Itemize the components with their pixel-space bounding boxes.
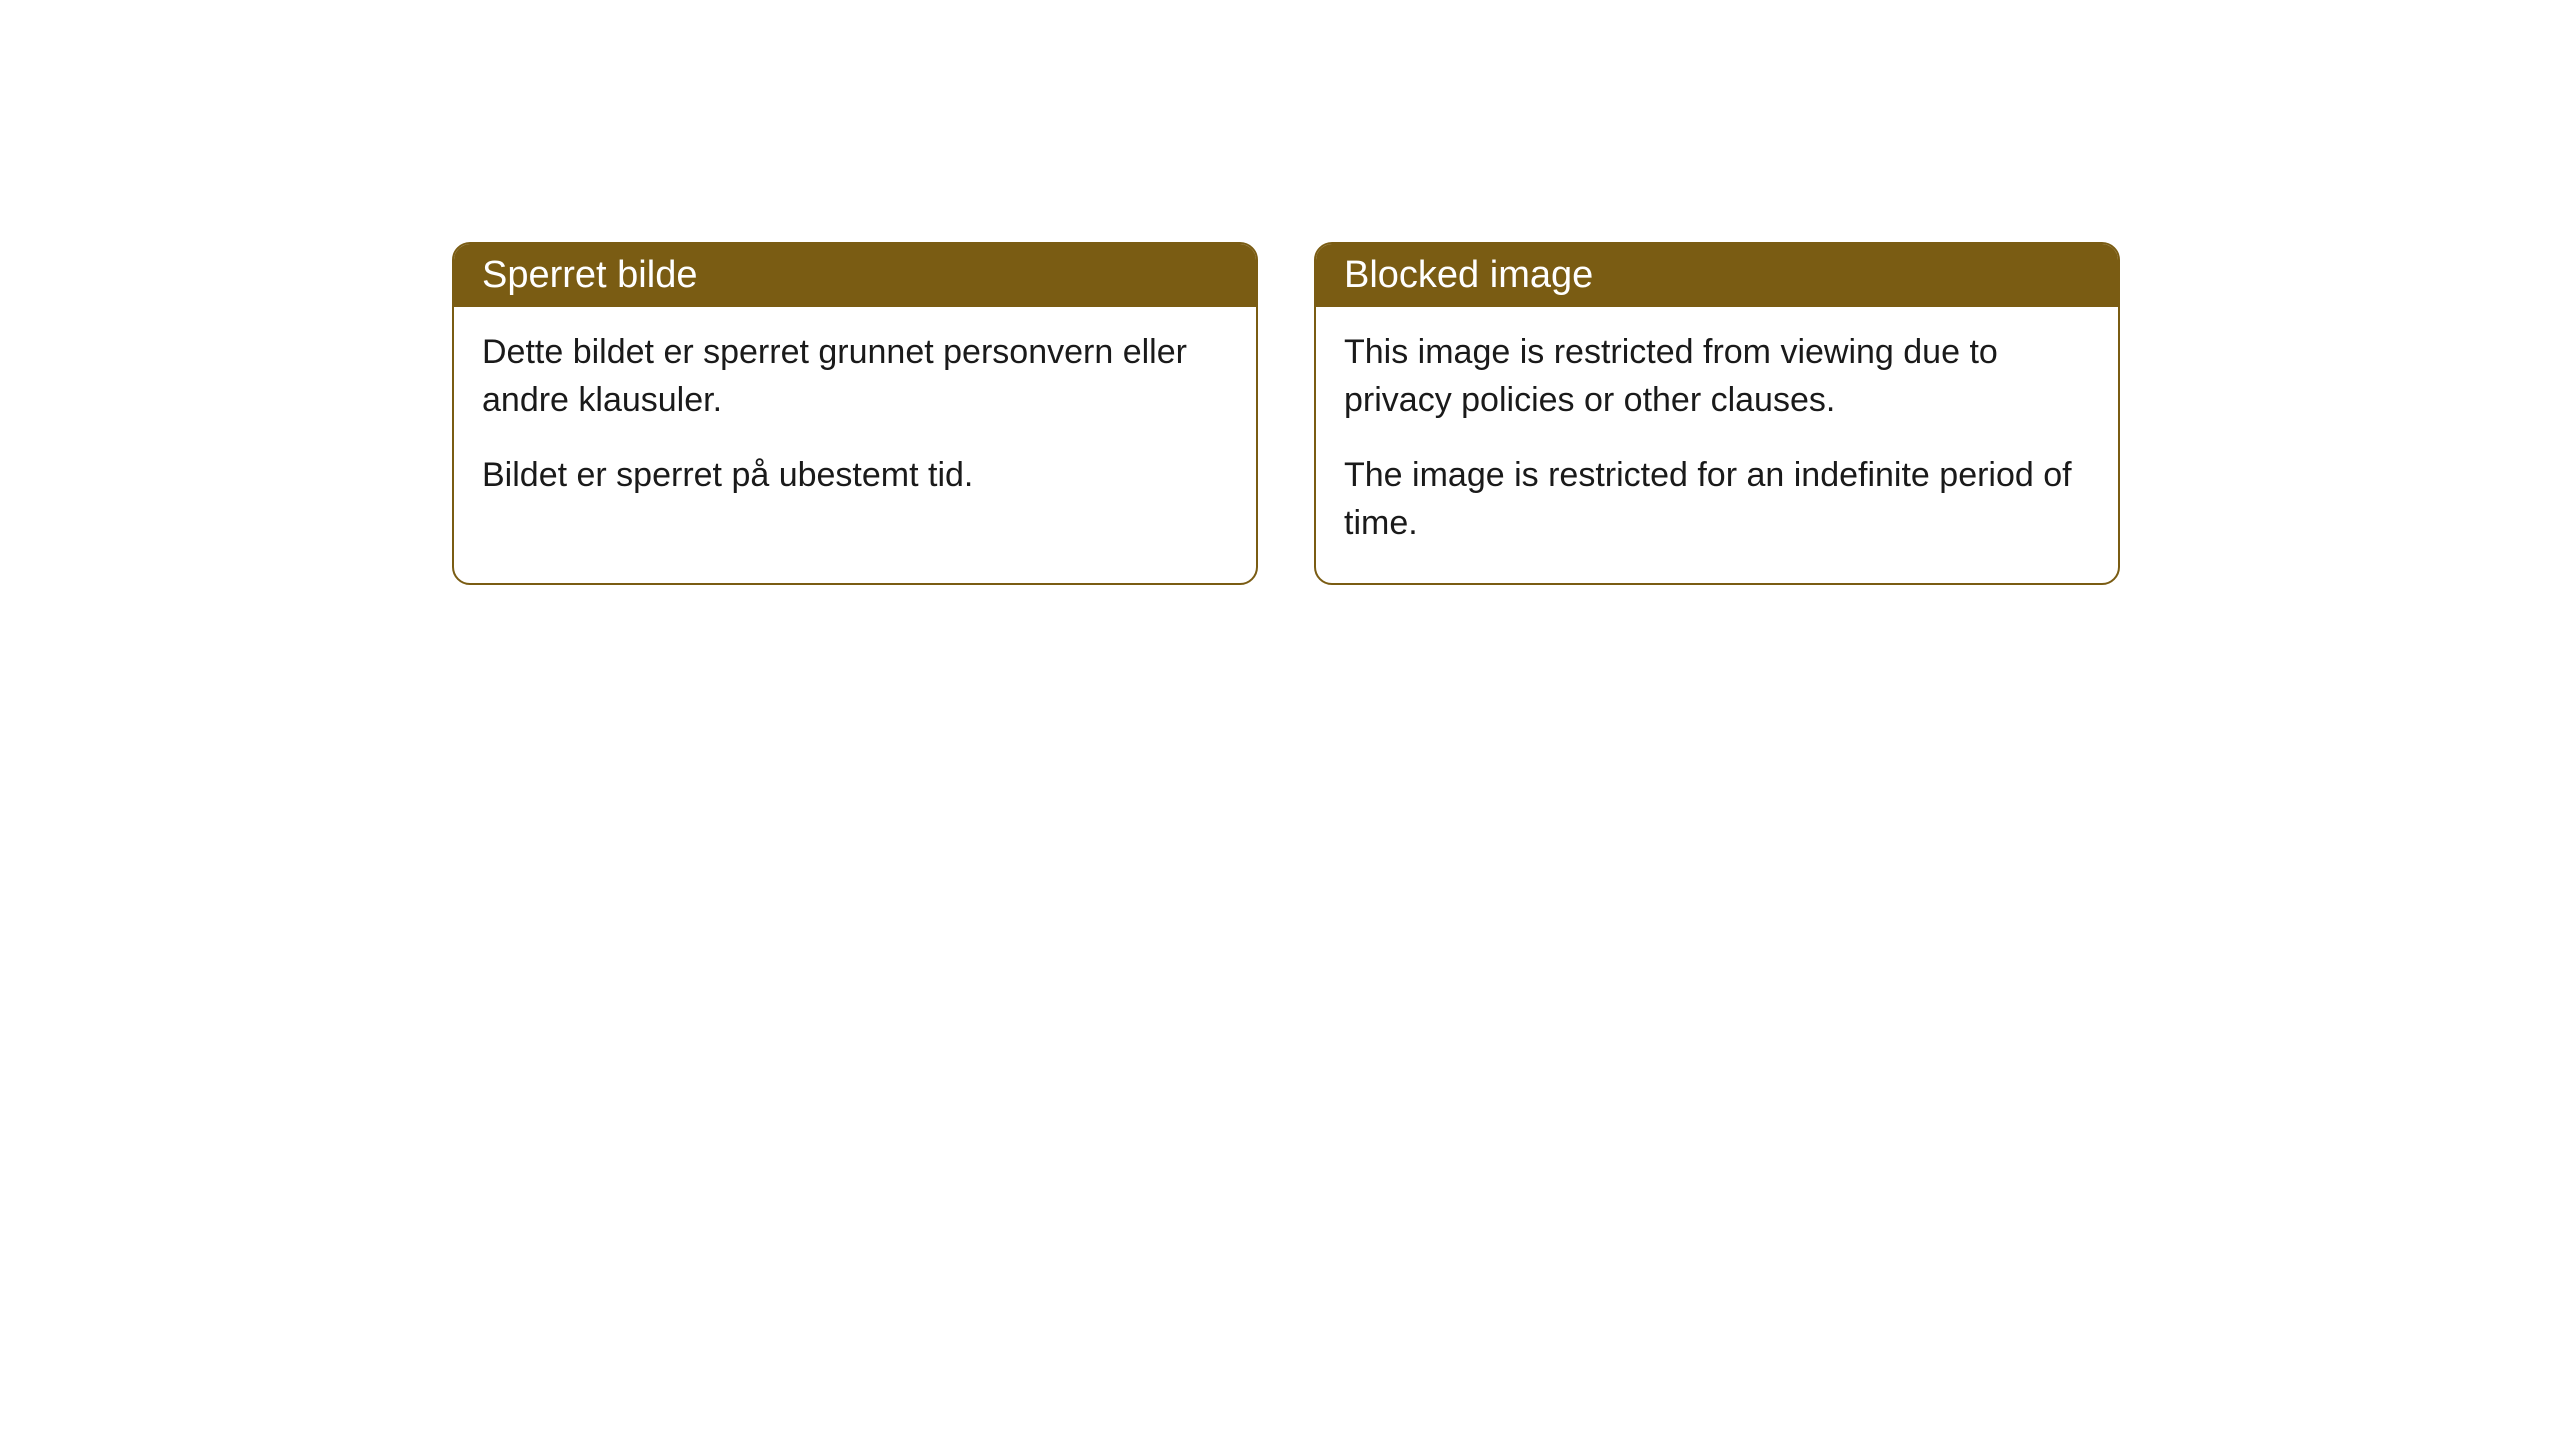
card-header-english: Blocked image xyxy=(1316,244,2118,307)
card-paragraph: This image is restricted from viewing du… xyxy=(1344,329,2090,424)
card-body-english: This image is restricted from viewing du… xyxy=(1316,307,2118,583)
card-paragraph: Bildet er sperret på ubestemt tid. xyxy=(482,452,1228,500)
card-paragraph: Dette bildet er sperret grunnet personve… xyxy=(482,329,1228,424)
notice-card-norwegian: Sperret bilde Dette bildet er sperret gr… xyxy=(452,242,1258,585)
card-title: Sperret bilde xyxy=(482,254,697,296)
card-body-norwegian: Dette bildet er sperret grunnet personve… xyxy=(454,307,1256,536)
card-title: Blocked image xyxy=(1344,254,1593,296)
card-paragraph: The image is restricted for an indefinit… xyxy=(1344,452,2090,547)
notice-cards-container: Sperret bilde Dette bildet er sperret gr… xyxy=(452,242,2120,585)
notice-card-english: Blocked image This image is restricted f… xyxy=(1314,242,2120,585)
card-header-norwegian: Sperret bilde xyxy=(454,244,1256,307)
